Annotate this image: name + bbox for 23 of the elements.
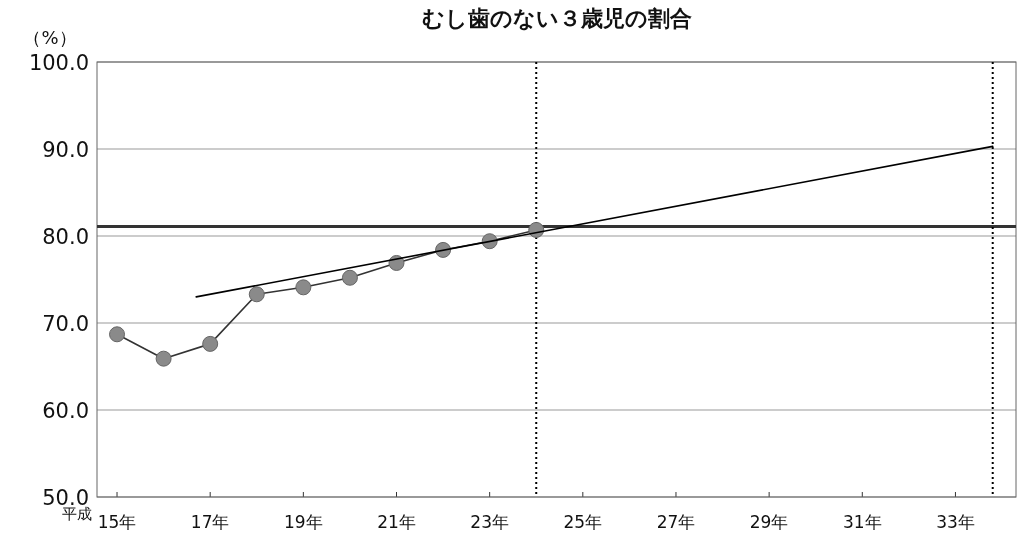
x-tick-label: 15年 [97,512,137,532]
y-tick-label: 60.0 [42,399,89,423]
x-tick-label: 33年 [936,512,975,532]
chart-title: むし歯のない３歳児の割合 [421,6,692,31]
x-tick-label: 23年 [470,512,509,532]
y-tick-label: 70.0 [42,312,89,336]
point [295,279,312,296]
point [202,335,219,352]
y-axis-title: （%） [23,27,77,48]
point [248,286,265,303]
x-tick-label: 21年 [377,512,416,532]
x-tick-label: 17年 [190,512,230,532]
x-tick-label: 31年 [842,512,882,532]
x-tick-label: 27年 [656,512,696,532]
x-tick-label: 29年 [749,512,789,532]
y-tick-label: 90.0 [42,138,89,162]
point [341,269,358,286]
y-tick-label: 80.0 [42,225,89,249]
x-tick-label: 19年 [284,512,323,532]
y-tick-label: 100.0 [28,51,89,75]
point [155,350,172,367]
x-tick-label: 25年 [563,512,603,532]
point [109,326,126,343]
